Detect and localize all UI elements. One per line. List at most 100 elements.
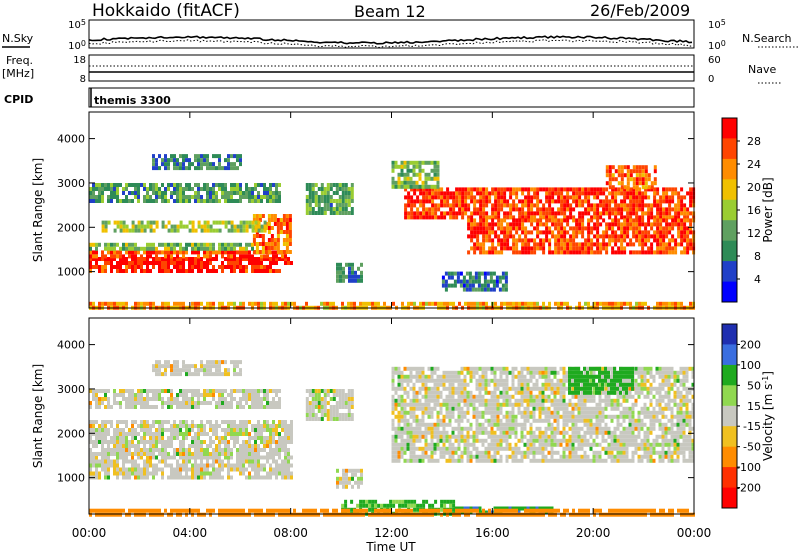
velocity-cell <box>347 409 351 413</box>
power-cell <box>647 173 651 178</box>
power-cell <box>101 191 104 195</box>
power-cell <box>197 301 200 306</box>
power-cell <box>683 215 687 220</box>
power-cell <box>620 250 624 255</box>
velocity-cell <box>230 424 233 428</box>
velocity-cell <box>511 458 515 463</box>
velocity-cell <box>140 440 143 444</box>
power-cell <box>497 195 501 200</box>
power-cell <box>119 246 122 251</box>
velocity-cell <box>122 459 125 464</box>
velocity-cell <box>155 393 158 397</box>
velocity-cell <box>167 360 170 365</box>
power-cell <box>245 265 248 269</box>
power-cell <box>354 274 357 279</box>
power-cell <box>161 242 164 247</box>
power-cell <box>251 246 254 251</box>
velocity-cell <box>131 397 134 401</box>
power-cell <box>474 287 478 292</box>
power-cell <box>421 168 425 173</box>
velocity-cell <box>442 450 446 455</box>
velocity-cell <box>496 442 500 447</box>
velocity-cell <box>448 386 452 391</box>
velocity-cell <box>427 406 431 411</box>
velocity-cell <box>119 420 122 424</box>
velocity-cell <box>92 463 95 468</box>
velocity-cell <box>469 422 473 427</box>
power-cell <box>239 162 242 167</box>
velocity-cell <box>236 401 239 405</box>
power-cell <box>620 185 624 190</box>
velocity-cell <box>221 405 224 409</box>
velocity-cell <box>454 386 458 391</box>
velocity-cell <box>403 418 407 423</box>
power-cell <box>474 271 478 276</box>
velocity-cell <box>484 450 488 455</box>
power-cell <box>275 191 278 195</box>
power-cell <box>338 199 342 203</box>
velocity-cell <box>335 417 339 421</box>
power-cell <box>635 173 639 178</box>
power-cell <box>509 215 513 220</box>
power-cell <box>317 199 321 203</box>
velocity-cell <box>245 420 248 424</box>
velocity-cell <box>436 418 440 423</box>
power-cell <box>418 184 422 189</box>
velocity-cell <box>409 454 413 459</box>
velocity-cell <box>439 410 443 415</box>
velocity-cell <box>514 426 518 431</box>
power-cell <box>197 158 200 163</box>
power-cell <box>164 254 167 259</box>
power-cell <box>641 222 645 227</box>
power-cell <box>641 199 645 204</box>
velocity-cell <box>484 406 488 411</box>
power-cell <box>146 250 149 255</box>
velocity-cell <box>511 382 515 387</box>
power-cell <box>683 218 687 223</box>
velocity-cell <box>508 410 512 415</box>
velocity-cell <box>460 454 464 459</box>
velocity-cell <box>239 452 242 456</box>
velocity-cell <box>329 417 333 421</box>
power-cell <box>479 195 483 200</box>
velocity-cell <box>266 401 269 405</box>
velocity-cell <box>502 398 506 403</box>
power-cell <box>221 220 225 225</box>
velocity-cell <box>134 463 137 468</box>
power-cell <box>101 199 104 203</box>
velocity-cell <box>110 463 113 468</box>
velocity-cell <box>448 442 452 447</box>
power-cell <box>497 215 501 220</box>
power-cell <box>545 222 549 227</box>
power-cell <box>269 191 272 195</box>
power-cell <box>401 301 404 306</box>
power-cell <box>611 218 615 223</box>
power-cell <box>104 265 107 269</box>
velocity-cell <box>116 401 119 405</box>
power-cell <box>206 183 209 187</box>
velocity-cell <box>227 432 230 436</box>
power-cell <box>275 254 278 259</box>
power-cell <box>479 218 483 223</box>
power-cell <box>344 195 348 199</box>
power-cell <box>272 257 275 261</box>
power-cell <box>179 220 183 225</box>
velocity-cell <box>269 467 272 472</box>
power-cell <box>593 215 597 220</box>
velocity-cell <box>406 402 410 407</box>
power-cell <box>527 211 531 216</box>
velocity-cell <box>350 389 354 393</box>
velocity-cell <box>421 458 425 463</box>
power-cell <box>677 226 681 231</box>
velocity-cell <box>185 471 188 476</box>
velocity-cell <box>424 454 428 459</box>
velocity-cell <box>167 436 170 440</box>
noise-left-tick-top: 105 <box>68 18 86 31</box>
velocity-cell <box>263 455 266 460</box>
power-cell <box>128 261 131 265</box>
power-cell <box>452 211 456 216</box>
power-cell <box>623 195 627 200</box>
velocity-cell <box>517 398 521 403</box>
velocity-cell <box>269 444 272 448</box>
power-cell <box>182 158 185 163</box>
